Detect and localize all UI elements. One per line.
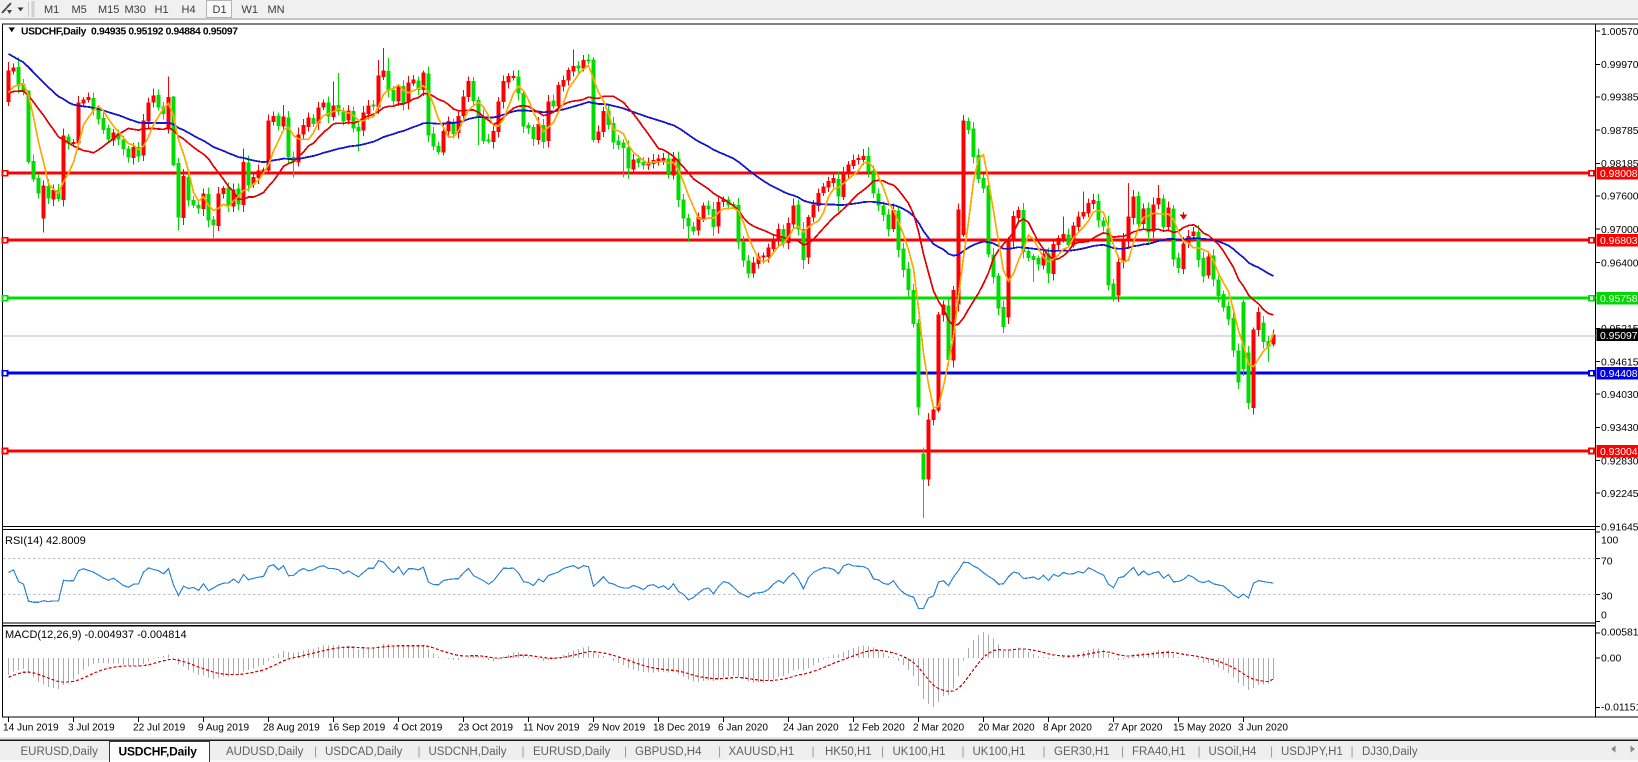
svg-text:M1: M1 xyxy=(44,4,59,16)
svg-text:|: | xyxy=(881,744,884,758)
svg-text:M5: M5 xyxy=(72,4,87,16)
svg-text:0.98008: 0.98008 xyxy=(1600,169,1638,180)
svg-text:20 Mar 2020: 20 Mar 2020 xyxy=(978,723,1035,734)
svg-text:UK100,H1: UK100,H1 xyxy=(893,746,946,758)
svg-text:MN: MN xyxy=(268,4,285,16)
svg-text:3 Jun 2020: 3 Jun 2020 xyxy=(1238,723,1288,734)
svg-text:|: | xyxy=(1270,744,1273,758)
svg-text:|: | xyxy=(812,744,815,758)
svg-text:MACD(12,26,9) -0.004937 -0.004: MACD(12,26,9) -0.004937 -0.004814 xyxy=(5,629,187,641)
svg-text:0.94615: 0.94615 xyxy=(1601,357,1638,368)
svg-text:30: 30 xyxy=(1601,591,1613,602)
svg-text:AUDUSD,Daily: AUDUSD,Daily xyxy=(226,746,304,758)
svg-text:USDCHF,Daily 0.94935 0.95192: USDCHF,Daily 0.94935 0.95192 0.94884 0.9… xyxy=(21,27,238,38)
svg-text:FRA40,H1: FRA40,H1 xyxy=(1132,746,1186,758)
svg-text:HK50,H1: HK50,H1 xyxy=(825,746,872,758)
svg-text:4 Oct 2019: 4 Oct 2019 xyxy=(393,723,443,734)
svg-text:|: | xyxy=(314,744,317,758)
svg-text:28 Aug 2019: 28 Aug 2019 xyxy=(263,723,320,734)
svg-text:0.93004: 0.93004 xyxy=(1600,447,1638,458)
svg-text:11 Nov 2019: 11 Nov 2019 xyxy=(523,723,580,734)
svg-text:9 Aug 2019: 9 Aug 2019 xyxy=(198,723,249,734)
svg-text:XAUUSD,H1: XAUUSD,H1 xyxy=(729,746,795,758)
svg-text:|: | xyxy=(1351,744,1354,758)
svg-text:70: 70 xyxy=(1601,556,1613,567)
svg-text:|: | xyxy=(418,744,421,758)
svg-text:USDJPY,H1: USDJPY,H1 xyxy=(1281,746,1343,758)
svg-text:|: | xyxy=(962,744,965,758)
svg-text:0.95097: 0.95097 xyxy=(1600,331,1638,342)
svg-text:GER30,H1: GER30,H1 xyxy=(1054,746,1110,758)
svg-text:H4: H4 xyxy=(182,4,196,16)
svg-text:0.94408: 0.94408 xyxy=(1600,369,1638,380)
svg-text:USDCHF,Daily: USDCHF,Daily xyxy=(119,745,198,759)
svg-text:|: | xyxy=(1043,744,1046,758)
svg-text:|: | xyxy=(1121,744,1124,758)
svg-text:27 Apr 2020: 27 Apr 2020 xyxy=(1108,723,1163,734)
svg-text:100: 100 xyxy=(1601,536,1619,547)
svg-text:|: | xyxy=(718,744,721,758)
svg-text:22 Jul 2019: 22 Jul 2019 xyxy=(133,723,186,734)
svg-text:GBPUSD,H4: GBPUSD,H4 xyxy=(635,746,702,758)
svg-text:RSI(14) 42.8009: RSI(14) 42.8009 xyxy=(5,535,86,547)
svg-text:0.96400: 0.96400 xyxy=(1601,258,1638,269)
svg-text:0.94030: 0.94030 xyxy=(1601,390,1638,401)
svg-text:USDCNH,Daily: USDCNH,Daily xyxy=(429,746,507,758)
svg-text:14 Jun 2019: 14 Jun 2019 xyxy=(3,723,59,734)
svg-text:1.00570: 1.00570 xyxy=(1601,27,1638,38)
svg-text:0.96803: 0.96803 xyxy=(1600,236,1638,247)
svg-text:0.97000: 0.97000 xyxy=(1601,225,1638,236)
svg-text:0.95758: 0.95758 xyxy=(1600,294,1638,305)
svg-text:0.98185: 0.98185 xyxy=(1601,159,1638,170)
svg-text:23 Oct 2019: 23 Oct 2019 xyxy=(458,723,513,734)
svg-text:12 Feb 2020: 12 Feb 2020 xyxy=(848,723,905,734)
svg-text:USOil,H4: USOil,H4 xyxy=(1209,746,1258,758)
svg-text:8 Apr 2020: 8 Apr 2020 xyxy=(1043,723,1092,734)
svg-text:0.0058188: 0.0058188 xyxy=(1601,628,1638,639)
svg-text:29 Nov 2019: 29 Nov 2019 xyxy=(588,723,646,734)
svg-text:UK100,H1: UK100,H1 xyxy=(973,746,1026,758)
svg-text:6 Jan 2020: 6 Jan 2020 xyxy=(718,723,768,734)
svg-text:0.99970: 0.99970 xyxy=(1601,60,1638,71)
svg-text:2 Mar 2020: 2 Mar 2020 xyxy=(913,723,964,734)
svg-text:M30: M30 xyxy=(125,4,146,16)
svg-text:-0.0115145: -0.0115145 xyxy=(1601,703,1638,714)
svg-text:M15: M15 xyxy=(98,4,119,16)
svg-text:24 Jan 2020: 24 Jan 2020 xyxy=(783,723,839,734)
svg-text:0.00: 0.00 xyxy=(1601,654,1621,665)
svg-text:D1: D1 xyxy=(213,4,227,16)
svg-text:0.93430: 0.93430 xyxy=(1601,423,1638,434)
svg-text:0.92830: 0.92830 xyxy=(1601,457,1638,468)
svg-text:0.98785: 0.98785 xyxy=(1601,126,1638,137)
svg-text:DJ30,Daily: DJ30,Daily xyxy=(1362,746,1418,758)
svg-text:0.91645: 0.91645 xyxy=(1601,522,1638,533)
svg-text:|: | xyxy=(522,744,525,758)
svg-text:USDCAD,Daily: USDCAD,Daily xyxy=(325,746,403,758)
svg-text:18 Dec 2019: 18 Dec 2019 xyxy=(653,723,711,734)
svg-text:3 Jul 2019: 3 Jul 2019 xyxy=(68,723,115,734)
svg-text:W1: W1 xyxy=(242,4,259,16)
svg-text:15 May 2020: 15 May 2020 xyxy=(1173,723,1232,734)
svg-text:16 Sep 2019: 16 Sep 2019 xyxy=(328,723,386,734)
svg-text:0.92245: 0.92245 xyxy=(1601,489,1638,500)
svg-text:EURUSD,Daily: EURUSD,Daily xyxy=(21,746,99,758)
svg-text:|: | xyxy=(624,744,627,758)
svg-text:0: 0 xyxy=(1601,610,1607,621)
svg-text:EURUSD,Daily: EURUSD,Daily xyxy=(533,746,611,758)
svg-text:0.99385: 0.99385 xyxy=(1601,93,1638,104)
svg-text:H1: H1 xyxy=(155,4,169,16)
svg-text:|: | xyxy=(1198,744,1201,758)
svg-text:0.97600: 0.97600 xyxy=(1601,192,1638,203)
